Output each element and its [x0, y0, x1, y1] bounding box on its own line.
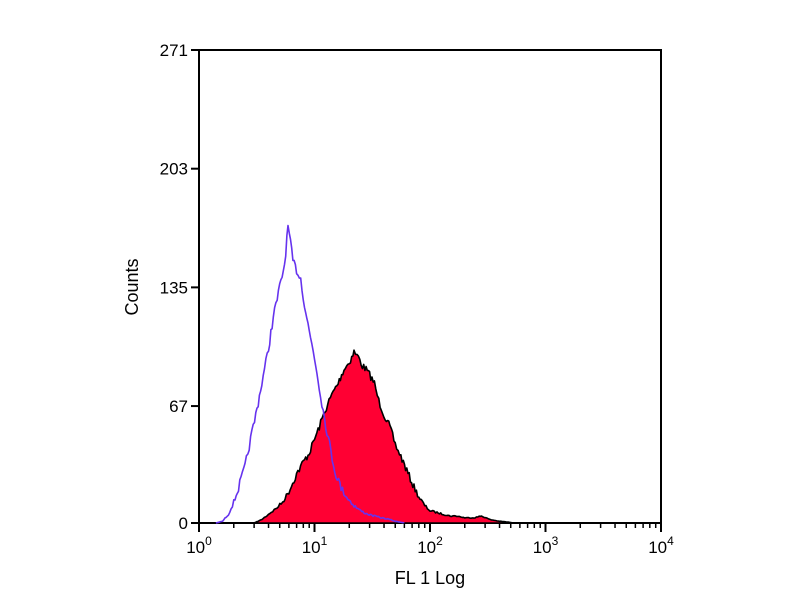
y-axis-ticks: 0 67 135 203 271 — [160, 41, 199, 533]
x-tick-label: 101 — [302, 534, 328, 557]
y-axis-title: Counts — [122, 258, 142, 315]
x-tick-label: 100 — [186, 534, 212, 557]
series-layer — [215, 224, 514, 524]
x-tick-label: 104 — [648, 534, 674, 557]
x-axis-ticks: 100 101 102 103 104 — [186, 523, 674, 557]
x-tick-label: 103 — [533, 534, 559, 557]
x-axis-title: FL 1 Log — [395, 568, 465, 588]
y-tick-label: 0 — [179, 514, 188, 533]
y-tick-label: 135 — [160, 278, 188, 297]
y-tick-label: 271 — [160, 41, 188, 60]
x-tick-label: 102 — [417, 534, 443, 557]
control-histogram-line — [215, 224, 405, 524]
sample-histogram-fill — [253, 349, 514, 524]
y-tick-label: 67 — [169, 397, 188, 416]
plot-frame — [198, 49, 662, 524]
y-tick-label: 203 — [160, 160, 188, 179]
